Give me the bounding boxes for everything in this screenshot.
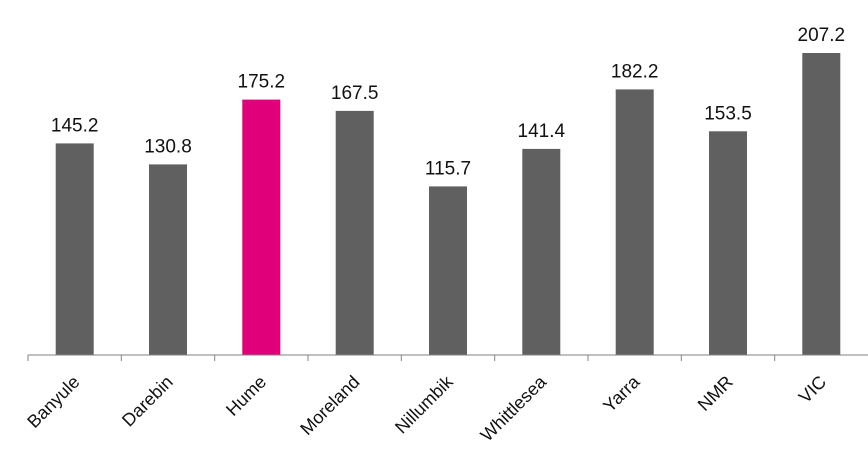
data-label-nmr: 153.5 (704, 103, 752, 124)
x-tick-label-whittlesea: Whittlesea (477, 371, 551, 445)
bar-moreland (335, 110, 374, 356)
bar-yarra (615, 89, 654, 356)
x-tick-label-yarra: Yarra (599, 371, 644, 416)
data-label-whittlesea: 141.4 (518, 121, 566, 142)
data-label-vic: 207.2 (798, 25, 846, 46)
data-label-banyule: 145.2 (51, 115, 99, 136)
bar-banyule (55, 143, 94, 355)
x-tick-label-vic: VIC (795, 372, 830, 407)
x-tick-label-hume: Hume (222, 372, 270, 420)
data-label-hume: 175.2 (238, 72, 286, 93)
data-label-nillumbik: 115.7 (425, 158, 471, 179)
data-label-moreland: 167.5 (331, 83, 379, 104)
bar-hume (242, 99, 281, 355)
bar-vic (802, 53, 841, 355)
x-tick-label-banyule: Banyule (23, 372, 83, 432)
bar-nillumbik (429, 186, 467, 355)
bar-darebin (149, 164, 187, 355)
x-tick-label-darebin: Darebin (118, 372, 177, 431)
bar-nmr (709, 131, 747, 355)
x-tick-label-nmr: NMR (694, 372, 737, 415)
data-label-yarra: 182.2 (611, 61, 659, 82)
data-label-darebin: 130.8 (144, 136, 192, 157)
data-labels-group: 145.2 130.8 175.2 167.5 115.7 141.4 182.2 153.5… (51, 25, 845, 179)
bar-whittlesea (522, 148, 561, 355)
x-tick-label-moreland: Moreland (296, 372, 363, 439)
bars-group (55, 53, 841, 356)
x-ticks-group (27, 355, 776, 361)
x-tick-label-nillumbik: Nillumbik (391, 371, 457, 437)
x-tick-labels-group: Banyule Darebin Hume Moreland Nillumbik Whitt… (23, 371, 830, 445)
